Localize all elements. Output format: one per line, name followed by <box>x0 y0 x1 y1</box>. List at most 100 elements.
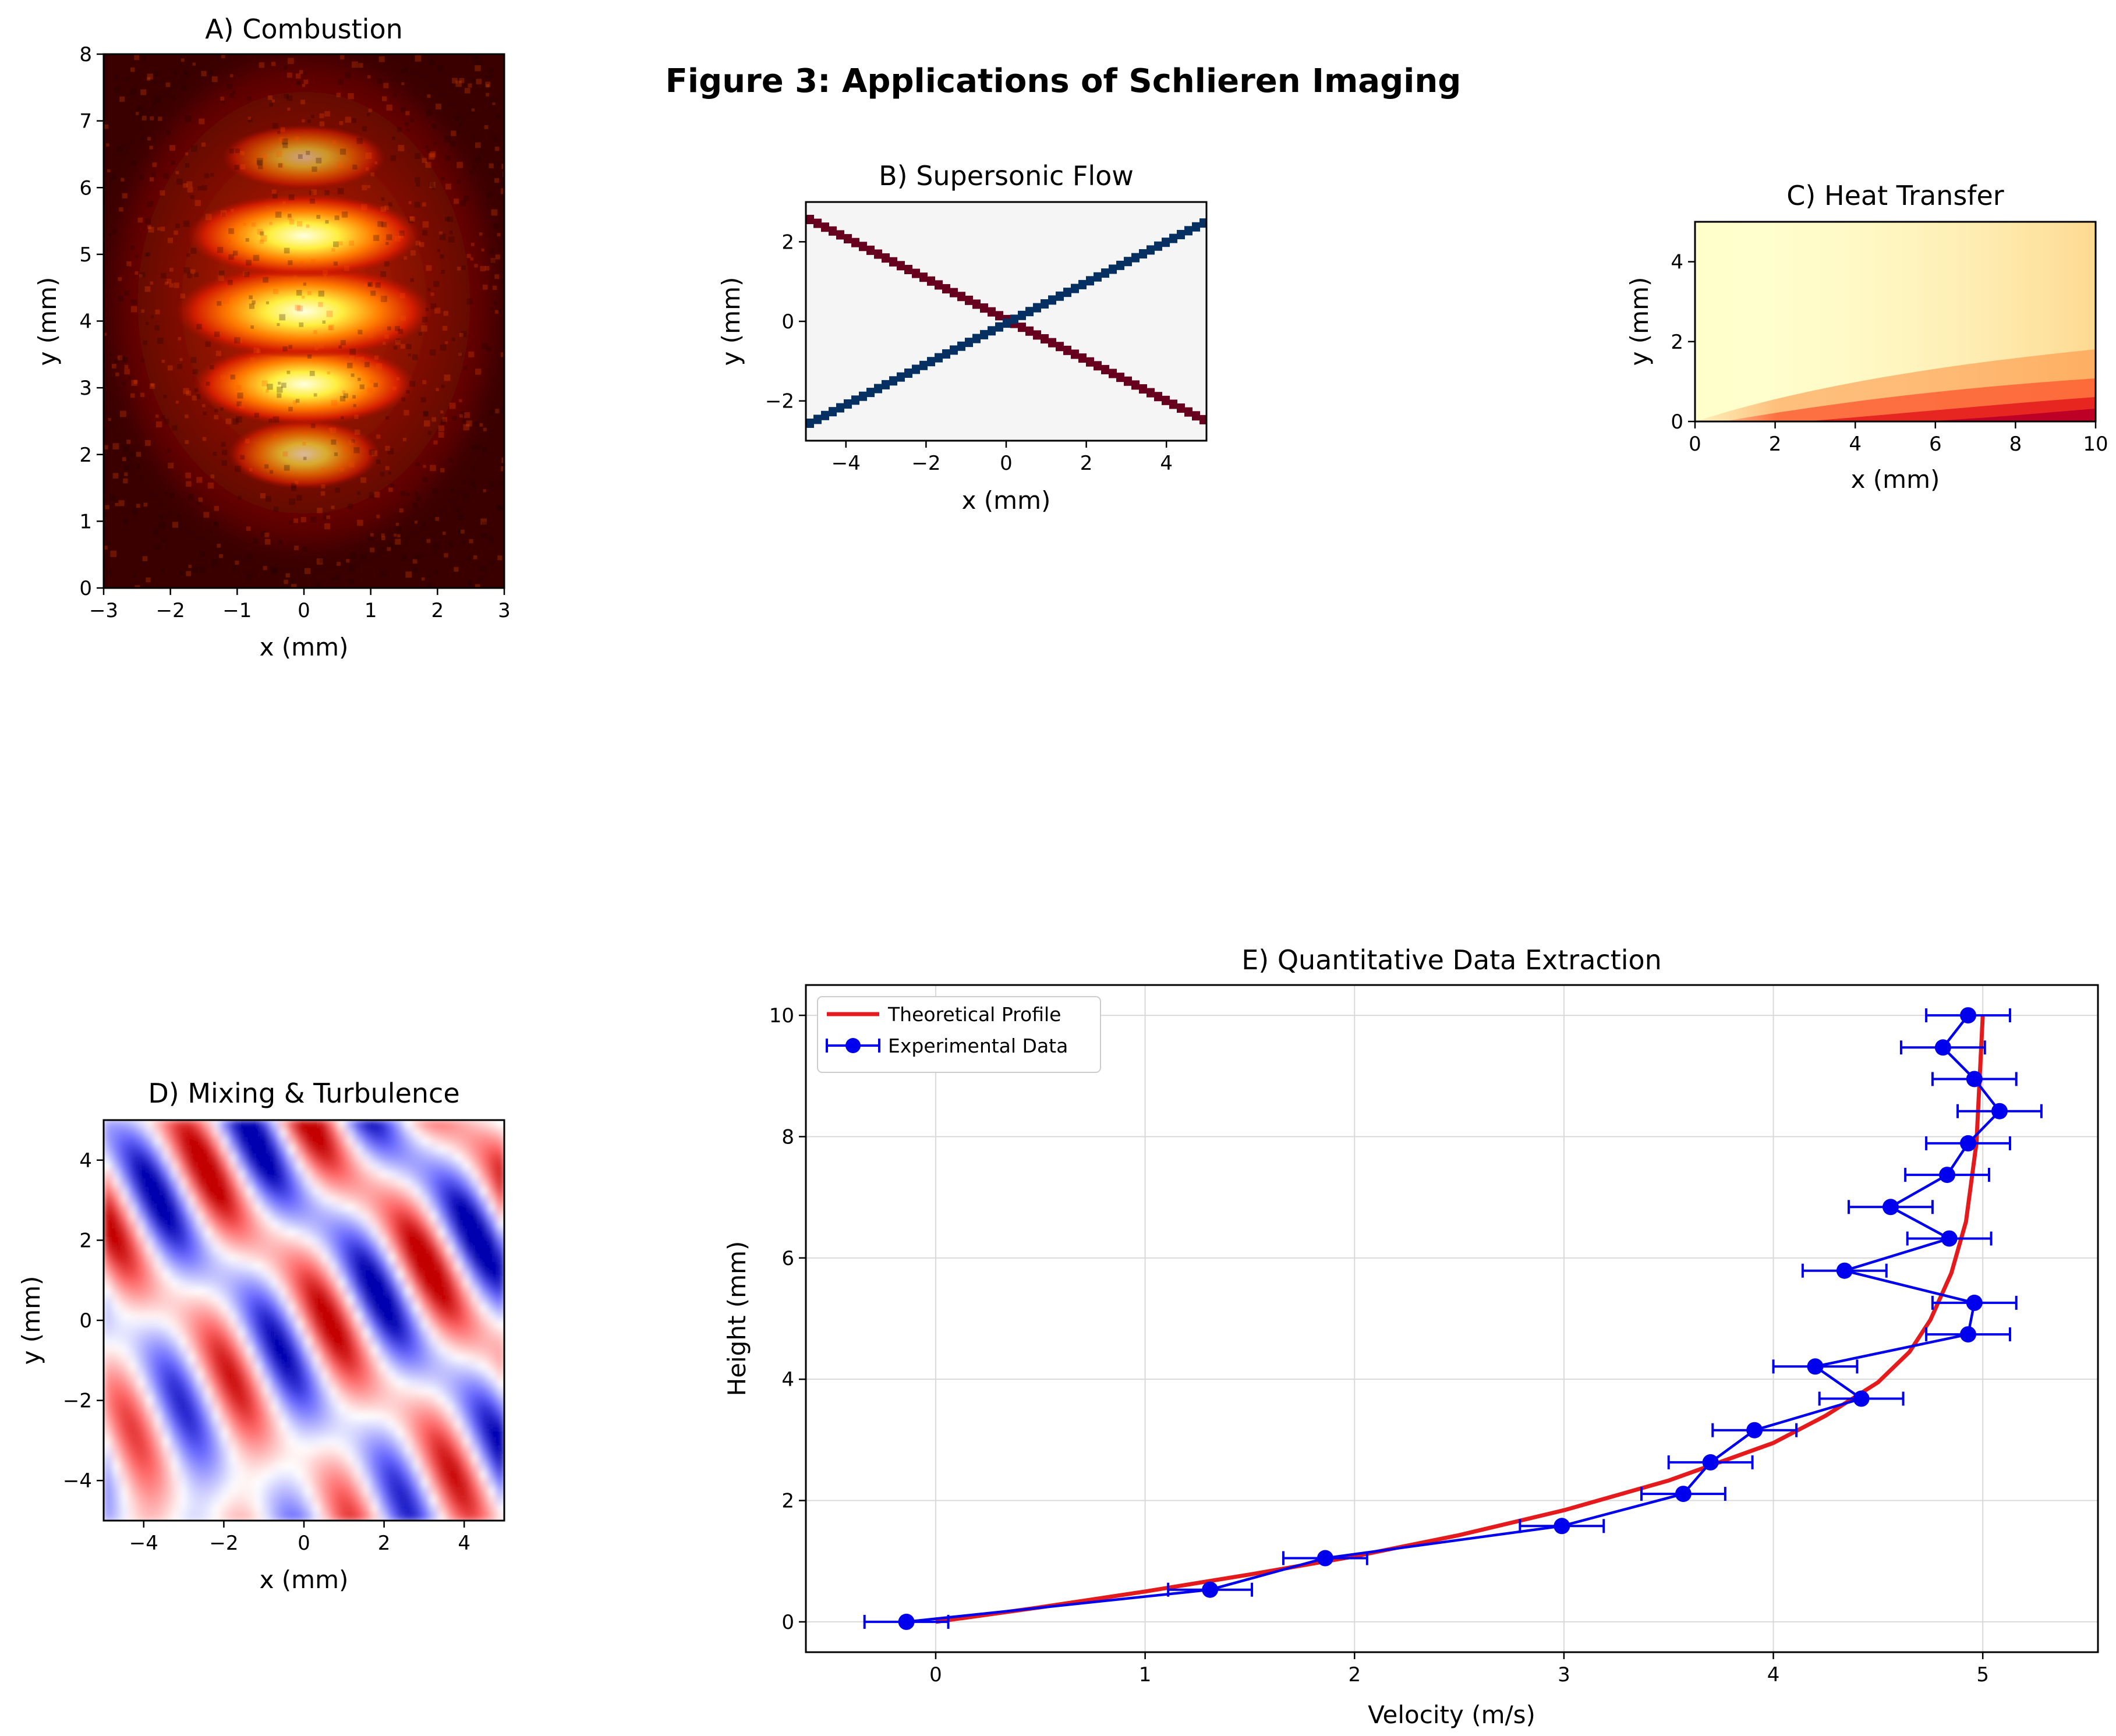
field-cell <box>487 1136 497 1146</box>
field-cell <box>195 1178 204 1188</box>
field-cell <box>270 1420 279 1430</box>
d-ytick-label: −2 <box>63 1390 92 1413</box>
field-cell <box>162 1145 171 1154</box>
field-cell <box>379 1395 388 1405</box>
field-cell <box>345 1195 355 1204</box>
field-cell <box>470 1287 480 1296</box>
shock-wave-segment <box>1207 419 1215 428</box>
field-cell <box>362 1278 371 1288</box>
noise-pixel <box>415 55 422 62</box>
field-cell <box>270 1429 279 1438</box>
field-cell <box>312 1153 321 1163</box>
noise-pixel <box>171 161 176 165</box>
field-cell <box>254 1462 263 1471</box>
noise-pixel <box>466 254 471 258</box>
expansion-wave-segment <box>1010 314 1018 324</box>
noise-pixel <box>383 83 389 88</box>
field-cell <box>279 1404 288 1413</box>
field-cell <box>437 1128 447 1138</box>
field-cell <box>429 1387 438 1396</box>
field-cell <box>479 1437 489 1446</box>
field-cell <box>220 1328 229 1338</box>
field-cell <box>212 1454 221 1463</box>
field-cell <box>162 1512 171 1521</box>
field-cell <box>337 1412 346 1421</box>
shock-wave-segment <box>806 215 814 224</box>
field-cell <box>437 1253 447 1263</box>
field-cell <box>370 1395 380 1405</box>
field-cell <box>437 1496 447 1505</box>
field-cell <box>470 1245 480 1255</box>
noise-pixel <box>204 173 210 179</box>
field-cell <box>104 1412 113 1421</box>
field-cell <box>479 1136 489 1146</box>
shock-wave-segment <box>1048 338 1056 348</box>
field-cell <box>154 1354 163 1363</box>
expansion-wave-segment <box>851 395 859 405</box>
noise-pixel <box>331 439 337 445</box>
noise-pixel <box>473 421 479 427</box>
shock-wave-segment <box>1177 403 1185 413</box>
noise-pixel <box>211 76 218 82</box>
noise-pixel <box>199 551 206 557</box>
shock-wave-segment <box>874 249 882 259</box>
field-cell <box>212 1186 221 1196</box>
field-cell <box>245 1454 254 1463</box>
field-cell <box>454 1387 463 1396</box>
noise-pixel <box>266 206 271 210</box>
noise-pixel <box>398 328 404 334</box>
noise-pixel <box>247 118 253 122</box>
field-cell <box>212 1387 221 1396</box>
noise-pixel <box>463 196 469 201</box>
expansion-wave-segment <box>1147 245 1155 255</box>
field-cell <box>187 1345 196 1355</box>
field-cell <box>337 1295 346 1305</box>
field-cell <box>395 1287 405 1296</box>
a-xtick-label: −1 <box>222 599 252 622</box>
noise-pixel <box>278 163 284 169</box>
field-cell <box>487 1471 497 1480</box>
noise-pixel <box>474 264 478 268</box>
field-cell <box>179 1345 188 1355</box>
panel-e-title: E) Quantitative Data Extraction <box>1241 944 1662 976</box>
field-cell <box>496 1136 504 1146</box>
panel-a-xlabel: x (mm) <box>260 633 349 661</box>
noise-pixel <box>256 349 261 353</box>
noise-pixel <box>243 271 248 277</box>
field-cell <box>470 1228 480 1238</box>
field-cell <box>204 1228 213 1238</box>
field-cell <box>270 1395 279 1405</box>
field-cell <box>104 1287 113 1296</box>
field-cell <box>470 1487 480 1496</box>
c-xtick-label: 6 <box>1929 433 1942 456</box>
field-cell <box>329 1379 338 1388</box>
field-cell <box>354 1420 363 1430</box>
field-cell <box>237 1404 246 1413</box>
field-cell <box>479 1237 489 1246</box>
field-cell <box>345 1120 355 1129</box>
field-cell <box>154 1362 163 1371</box>
field-cell <box>454 1354 463 1363</box>
field-cell <box>154 1253 163 1263</box>
field-cell <box>245 1479 254 1488</box>
field-cell <box>329 1437 338 1446</box>
field-cell <box>229 1120 238 1129</box>
field-cell <box>112 1446 121 1455</box>
field-cell <box>112 1145 121 1154</box>
field-cell <box>254 1262 263 1271</box>
field-cell <box>395 1370 405 1380</box>
field-cell <box>304 1253 313 1263</box>
noise-pixel <box>318 290 324 297</box>
field-cell <box>470 1136 480 1146</box>
field-cell <box>104 1387 113 1396</box>
field-cell <box>154 1504 163 1513</box>
field-cell <box>437 1337 447 1346</box>
field-cell <box>496 1128 504 1138</box>
field-cell <box>462 1128 472 1138</box>
field-cell <box>262 1287 271 1296</box>
field-cell <box>470 1379 480 1388</box>
expansion-wave-segment <box>1018 310 1026 320</box>
a-xtick-label: −3 <box>89 599 118 622</box>
panel-c-xlabel: x (mm) <box>1851 465 1940 494</box>
field-cell <box>220 1320 229 1330</box>
